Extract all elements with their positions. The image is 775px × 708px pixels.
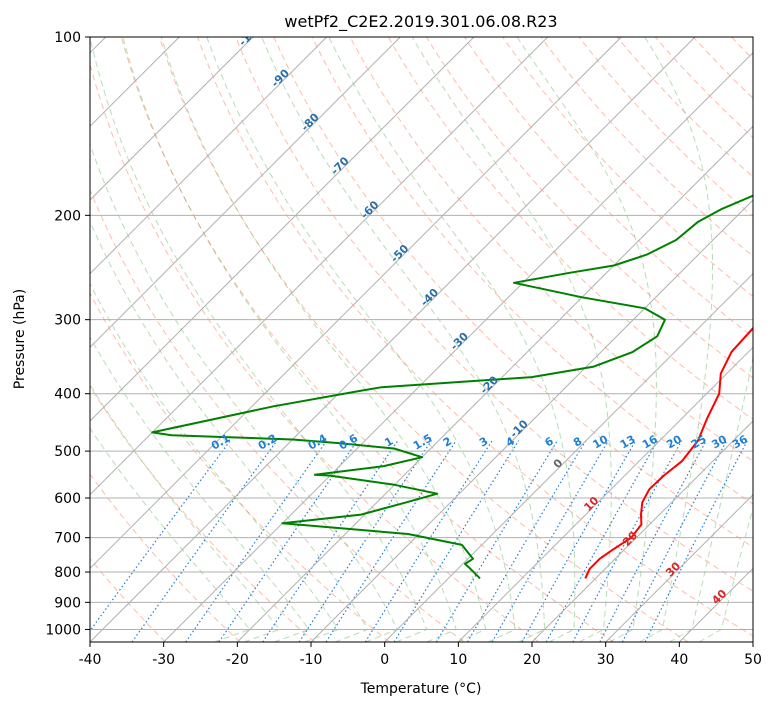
mixing-ratio-line [521, 440, 637, 642]
dry-adiabats [90, 37, 753, 642]
moist-adiabat [261, 37, 546, 642]
dry-adiabat [90, 62, 540, 642]
mixing-ratio-line [90, 440, 231, 632]
dry-adiabat [425, 37, 753, 379]
x-tick-label: -30 [152, 652, 175, 668]
x-tick-label: -40 [79, 652, 102, 668]
dry-adiabat [197, 37, 753, 637]
dry-adiabat [540, 37, 753, 257]
plot-area: 0.10.20.40.611.52346810131620253036-100-… [90, 20, 753, 642]
isotherm-gridline [90, 37, 254, 201]
y-tick-label: 400 [54, 387, 81, 403]
mixing-ratio-line [325, 440, 457, 642]
temperature-profile-line [584, 326, 753, 579]
moist-adiabat [411, 37, 612, 642]
plot-frame [89, 36, 754, 643]
y-axis-ticks: 100 200 300 400 500 600 700 800 900 1000 [45, 30, 90, 638]
x-tick-label: 20 [523, 652, 541, 668]
y-axis-label: Pressure (hPa) [12, 289, 28, 389]
y-tick-label: 100 [54, 30, 81, 46]
moist-adiabat [122, 37, 457, 642]
y-tick-label: 1000 [45, 622, 81, 638]
isotherm-gridline [90, 37, 622, 570]
y-tick-label: 500 [54, 444, 81, 460]
isotherm-gridline [163, 51, 753, 642]
moist-adiabats [90, 37, 753, 642]
dry-adiabat [90, 292, 390, 642]
isotherm-gridline [90, 37, 401, 349]
y-tick-label: 900 [54, 595, 81, 611]
dry-adiabat [654, 37, 753, 139]
y-tick-label: 700 [54, 531, 81, 547]
mixing-ratio-line [644, 440, 748, 642]
dry-adiabat [273, 37, 753, 548]
moist-adiabat [328, 37, 576, 642]
x-tick-label: 30 [597, 652, 615, 668]
dry-adiabat [235, 37, 753, 592]
y-tick-label: 600 [54, 491, 81, 507]
x-tick-label: 0 [380, 652, 389, 668]
isotherm-gridline [531, 420, 753, 642]
x-tick-label: 50 [744, 652, 762, 668]
dry-adiabat [578, 37, 753, 218]
dry-adiabat-label: -100 [236, 20, 265, 49]
isotherm-gridline [236, 125, 753, 642]
isotherm-gridline [90, 37, 696, 642]
dry-adiabat [311, 37, 753, 505]
x-tick-label: 40 [670, 652, 688, 668]
isotherm-gridline [384, 272, 753, 642]
mixing-ratio-line [466, 440, 587, 642]
mixing-ratio-line [131, 440, 278, 642]
dry-adiabat [90, 188, 465, 642]
moist-adiabat [90, 427, 251, 642]
mixing-ratio-line [185, 440, 328, 642]
dry-adiabat [349, 37, 753, 462]
moist-adiabat [639, 37, 713, 642]
mixing-ratio-line [545, 440, 659, 642]
dewpoint-profile-line [151, 194, 753, 580]
moist-adiabat [90, 383, 281, 642]
mixing-ratio-line [364, 440, 493, 642]
x-tick-label: -10 [300, 652, 323, 668]
isotherm-gridline [605, 493, 753, 642]
dry-adiabat [159, 37, 689, 642]
isotherm-gridline [457, 346, 753, 642]
isotherm-gridline [90, 37, 328, 275]
mixing-ratio-line [218, 440, 358, 642]
mixing-ratio-line [262, 440, 399, 642]
sounding-profiles [151, 194, 753, 580]
isotherm-gridline [310, 199, 753, 642]
moist-adiabat [669, 355, 753, 642]
mixing-ratio-line [435, 440, 558, 642]
dry-adiabat [120, 37, 614, 642]
y-tick-label: 200 [54, 208, 81, 224]
moist-adiabat [90, 37, 428, 642]
isotherm-gridline [90, 37, 549, 496]
mixing-ratio-line [298, 440, 432, 642]
dry-adiabat [90, 473, 241, 642]
moist-adiabat [90, 220, 369, 642]
y-tick-label: 800 [54, 565, 81, 581]
x-tick-label: 10 [449, 652, 467, 668]
moist-adiabat [90, 282, 340, 642]
x-tick-label: -20 [226, 652, 249, 668]
moist-adiabat [90, 336, 310, 642]
moist-adiabat [160, 37, 487, 642]
isotherm-gridline [90, 37, 475, 422]
x-axis-label: Temperature (°C) [360, 681, 482, 697]
moist-adiabat [206, 37, 516, 642]
y-tick-label: 300 [54, 313, 81, 329]
mixing-ratio-line [572, 440, 683, 642]
chart-title: wetPf2_C2E2.2019.301.06.08.R23 [284, 12, 557, 32]
x-axis-ticks: -40 -30 -20 -10 0 10 20 30 40 50 [79, 642, 762, 668]
moist-adiabat [90, 142, 398, 642]
